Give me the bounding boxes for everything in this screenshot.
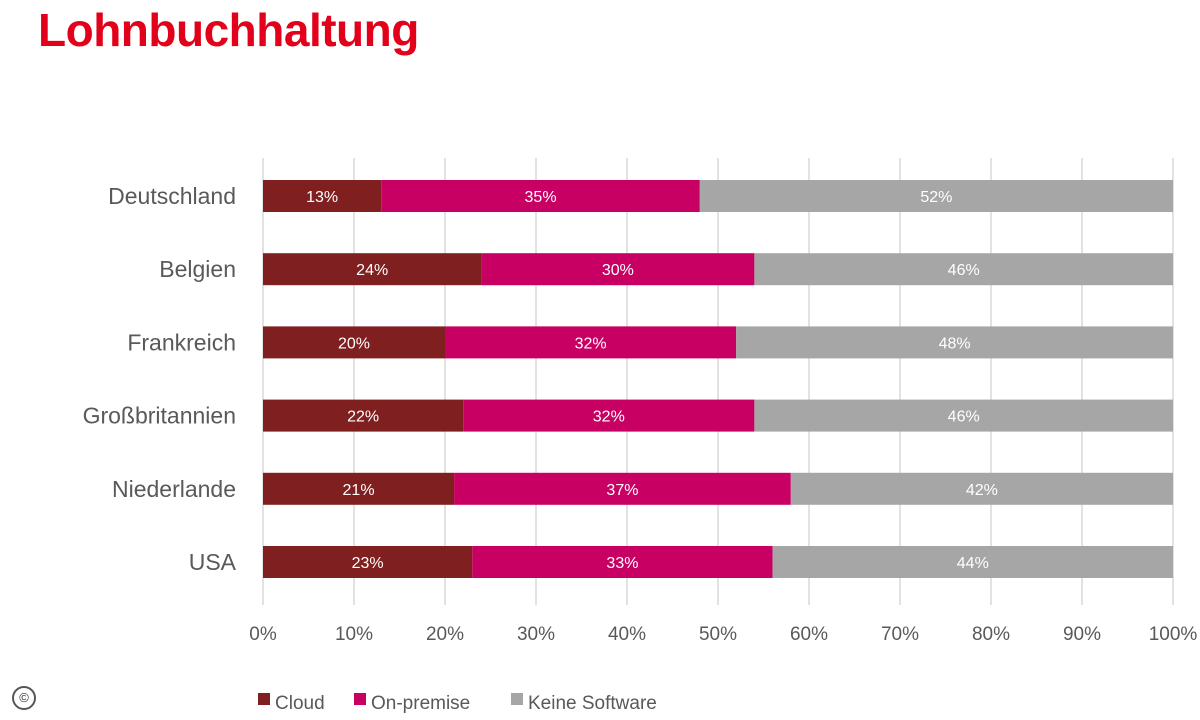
data-label: 32%: [593, 409, 625, 426]
data-label: 22%: [347, 409, 379, 426]
bar-segment: [772, 546, 1173, 578]
data-label: 13%: [306, 189, 338, 206]
bar-segment: [736, 326, 1173, 359]
data-label: 46%: [948, 409, 980, 426]
x-tick-label: 30%: [517, 624, 555, 645]
x-tick-label: 80%: [972, 624, 1010, 645]
data-label: 21%: [343, 482, 375, 499]
data-label: 44%: [957, 555, 989, 572]
bar-segment: [263, 326, 445, 359]
x-tick-label: 90%: [1063, 624, 1101, 645]
bar-segment: [454, 472, 791, 505]
data-label: 33%: [606, 555, 638, 572]
data-label: 23%: [352, 555, 384, 572]
category-label: Niederlande: [112, 476, 236, 502]
data-label: 37%: [606, 482, 638, 499]
data-label: 20%: [338, 335, 370, 352]
category-label: Deutschland: [108, 183, 236, 209]
x-tick-label: 100%: [1149, 624, 1198, 645]
category-label: Großbritannien: [83, 403, 236, 429]
data-label: 52%: [920, 189, 952, 206]
bar-segment: [754, 253, 1173, 286]
data-label: 46%: [948, 262, 980, 279]
bar-segment: [445, 326, 737, 359]
legend-swatch: [511, 693, 523, 705]
x-tick-label: 40%: [608, 624, 646, 645]
copyright-icon: ©: [12, 686, 36, 710]
bar-segment: [263, 253, 482, 286]
data-label: 32%: [575, 335, 607, 352]
chart-title: Lohnbuchhaltung: [38, 4, 419, 56]
legend-label: Cloud: [275, 693, 325, 714]
legend-label: Keine Software: [528, 693, 657, 714]
bar-segment: [481, 253, 755, 286]
x-tick-label: 60%: [790, 624, 828, 645]
x-tick-label: 70%: [881, 624, 919, 645]
bar-segment: [263, 546, 473, 578]
bar-segment: [263, 399, 464, 432]
data-label: 35%: [525, 189, 557, 206]
x-tick-label: 50%: [699, 624, 737, 645]
category-label: Frankreich: [127, 329, 236, 355]
bar-segment: [472, 546, 773, 578]
bar-segment: [699, 180, 1173, 212]
bar-segment: [381, 180, 700, 212]
data-label: 48%: [939, 335, 971, 352]
category-label: Belgien: [159, 256, 236, 282]
x-tick-label: 20%: [426, 624, 464, 645]
data-label: 30%: [602, 262, 634, 279]
bar-segment: [263, 472, 455, 505]
data-label: 24%: [356, 262, 388, 279]
legend-swatch: [258, 693, 270, 705]
x-tick-label: 0%: [249, 624, 277, 645]
bar-segment: [754, 399, 1173, 432]
legend-swatch: [354, 693, 366, 705]
data-label: 42%: [966, 482, 998, 499]
category-label: USA: [189, 549, 237, 575]
bar-segment: [263, 180, 382, 212]
bar-segment: [790, 472, 1173, 505]
legend-label: On-premise: [371, 693, 470, 714]
x-tick-label: 10%: [335, 624, 373, 645]
bar-segment: [463, 399, 755, 432]
